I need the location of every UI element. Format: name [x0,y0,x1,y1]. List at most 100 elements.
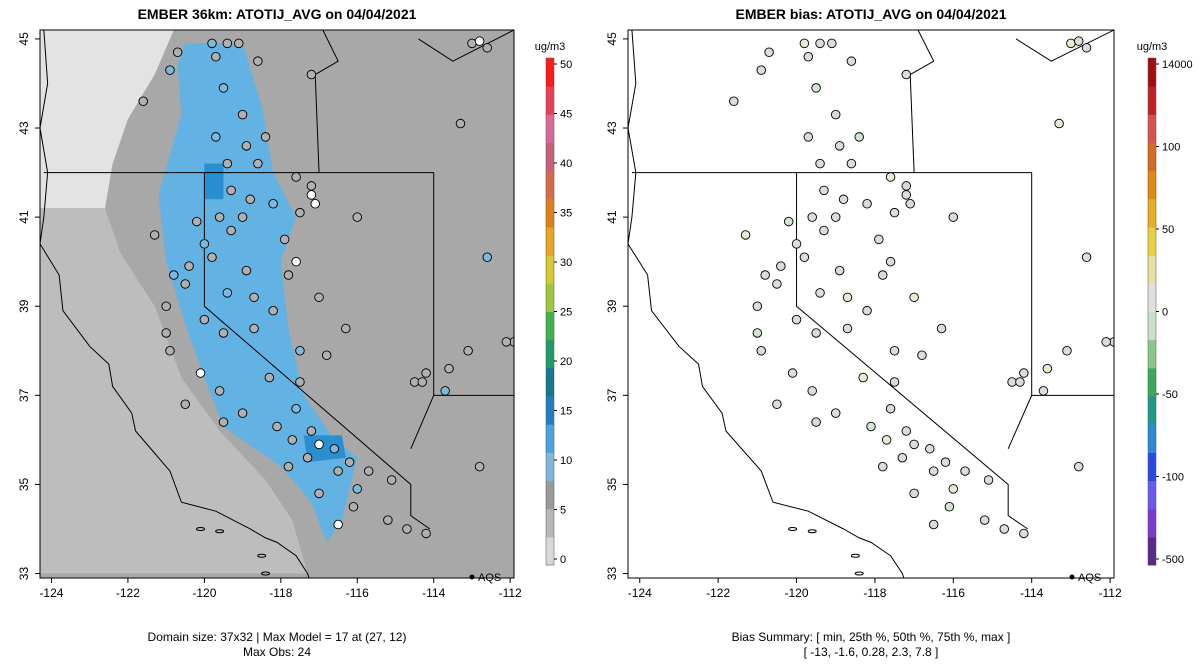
bias-observation-point [854,132,864,142]
observation-point [386,475,397,485]
legend-swatch [1148,536,1156,566]
legend-swatch [546,142,554,172]
legend-swatch [546,508,554,538]
island [854,571,864,576]
observation-point [291,256,301,267]
legend-tick-label: -50 [1162,389,1178,401]
bias-observation-point [756,65,767,75]
bias-observation-point [799,252,810,262]
observation-point [482,43,492,53]
bias-observation-point [885,172,896,182]
bias-observation-point [846,56,857,66]
bias-observation-point [983,475,994,485]
legend-swatch [1148,283,1156,312]
bias-observation-point [1081,43,1092,53]
bias-observation-point [1073,36,1084,46]
bias-observation-point [815,158,825,169]
observation-point [444,363,454,374]
bias-observation-point [1038,386,1049,396]
legend-swatch [1148,58,1156,87]
observation-point [474,461,485,472]
bias-observation-point [878,270,888,280]
legend-swatch [546,114,554,143]
legend-swatch [1148,396,1156,425]
observation-point [302,452,313,463]
observation-point [363,466,374,476]
x-tick-label: -122 [116,586,140,600]
bias-observation-point [1101,337,1111,347]
bias-observation-point [858,372,868,383]
legend-swatch [546,283,554,312]
bias-observation-point [834,265,845,276]
observation-point [161,301,171,311]
bias-observation-point [752,328,763,338]
left-footer-line2: Max Obs: 24 [242,645,312,659]
aqs-legend-dot-bias [1069,574,1075,580]
x-tick-label: -124 [628,586,652,600]
observation-point [165,65,175,75]
legend-swatch [546,58,554,87]
bias-observation-point [846,158,857,169]
bias-observation-point [811,83,821,93]
bias-observation-point [905,199,915,209]
y-tick-label: 45 [605,32,619,46]
observation-point [138,96,148,107]
y-tick-label: 41 [605,210,619,224]
observation-point [421,528,431,539]
grid-peak-region [303,435,346,463]
observation-point [383,515,393,525]
legend-tick-label: 25 [560,307,572,319]
x-tick-label: -122 [706,586,730,600]
legend-swatch [1148,452,1156,481]
legend-tick-label: 45 [560,109,572,121]
island [261,571,271,576]
bias-observation-point [866,421,876,432]
aqs-legend-label: AQS [478,572,501,584]
observation-point [165,346,175,356]
observation-point [226,225,236,236]
bias-observation-point [776,261,786,271]
bias-observation-point [811,328,821,338]
observation-point [268,305,278,316]
x-tick-label: -120 [192,586,216,600]
y-tick-label: 33 [17,567,31,581]
coastline [40,30,310,578]
bias-observation-point [862,305,872,316]
observation-point [344,457,355,467]
observation-point [211,51,221,62]
right-panel-title: EMBER bias: ATOTIJ_AVG on 04/04/2021 [735,6,1007,22]
left-x-axis: -124 -122 -120 -118 -116 -114 -112 [39,578,522,600]
observation-point [222,158,233,169]
bias-observation-point [1073,461,1084,472]
observation-point [249,323,259,334]
right-color-legend: ug/m3 14000 100 50 0 -50 -100 -500 [1137,41,1193,566]
y-tick-label: 43 [605,121,619,135]
observation-point [314,292,324,303]
observation-point [333,466,343,476]
legend-swatch [1148,367,1156,397]
legend-tick-label: 50 [1162,224,1174,236]
observation-point [222,38,233,49]
observation-point [218,83,229,93]
bias-observation-point [787,368,798,378]
bias-observation-point [874,234,884,245]
bias-observation-point [944,501,955,512]
observation-point [279,234,290,245]
observation-point [341,323,351,334]
bias-observation-point [885,256,896,267]
observation-point [421,368,431,378]
left-y-axis: 33 35 37 39 41 43 45 [17,32,40,580]
observation-point [161,328,171,338]
observation-point [245,194,255,205]
observation-point [283,270,294,280]
grid-mid-region [40,208,308,574]
bias-observation-point [881,435,892,445]
island [196,526,206,531]
y-tick-label: 39 [17,299,31,313]
island [850,553,860,558]
observation-point [226,185,236,196]
legend-swatch [546,396,554,425]
legend-tick-label: 100 [1162,142,1180,154]
right-footer-line1: Bias Summary: [ min, 25th %, 50th %, 75t… [731,630,1011,644]
legend-swatch [546,86,554,115]
